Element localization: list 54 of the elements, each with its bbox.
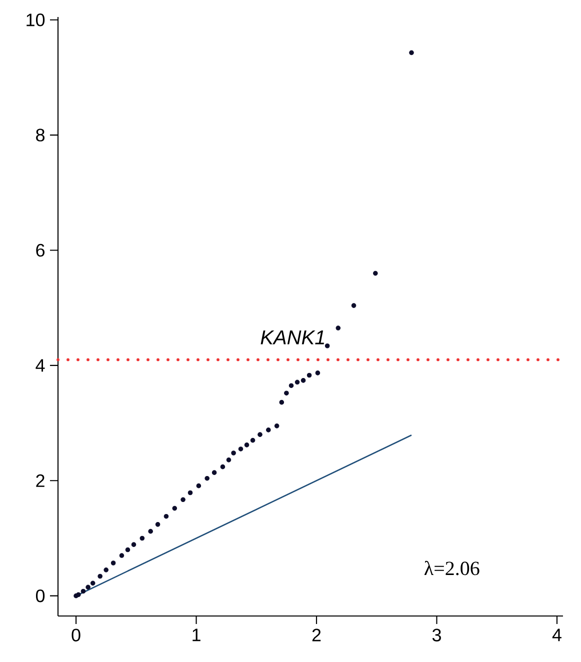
point	[104, 568, 108, 572]
y-tick-label: 4	[36, 359, 45, 372]
point	[76, 592, 81, 598]
point	[266, 428, 271, 432]
y-tick-label: 6	[36, 244, 44, 257]
point	[131, 542, 136, 547]
x-tick-label: 1	[192, 628, 200, 642]
x-tick-label: 3	[432, 628, 441, 642]
y-tick-label: 8	[36, 128, 44, 142]
point	[250, 438, 256, 443]
point	[86, 584, 90, 590]
point	[315, 370, 320, 376]
point	[119, 553, 124, 558]
annotation: λ=2.06	[424, 560, 480, 576]
point	[288, 383, 294, 388]
point	[220, 464, 226, 470]
point	[231, 450, 236, 456]
point	[244, 442, 250, 448]
y-tick-label: 0	[36, 589, 45, 602]
point	[180, 497, 186, 502]
point	[98, 574, 102, 579]
point	[238, 446, 244, 452]
point	[125, 547, 130, 552]
x-tick-label: 0	[72, 628, 80, 642]
point	[300, 378, 306, 383]
point	[226, 458, 232, 462]
point	[204, 476, 210, 481]
point	[336, 326, 341, 330]
y-tick-label: 2	[36, 474, 44, 487]
point	[80, 588, 86, 594]
point	[409, 50, 414, 56]
point	[155, 522, 160, 527]
point	[212, 470, 217, 475]
point	[258, 432, 262, 437]
point	[351, 303, 356, 308]
x-tick-label: 2	[312, 628, 321, 642]
point	[172, 506, 178, 511]
x-tick-label: 4	[552, 628, 562, 642]
point	[110, 560, 116, 566]
point	[164, 514, 169, 519]
point	[196, 483, 202, 488]
point	[274, 424, 280, 428]
y-tick-label: 10	[26, 14, 45, 26]
annotation: KANK1	[260, 330, 324, 344]
point	[279, 400, 284, 405]
point	[324, 343, 330, 348]
point	[294, 380, 300, 385]
point	[284, 390, 289, 396]
point	[148, 528, 153, 534]
point	[373, 270, 378, 276]
point	[90, 580, 96, 586]
point	[188, 490, 193, 496]
point	[306, 372, 312, 378]
point	[140, 536, 145, 541]
